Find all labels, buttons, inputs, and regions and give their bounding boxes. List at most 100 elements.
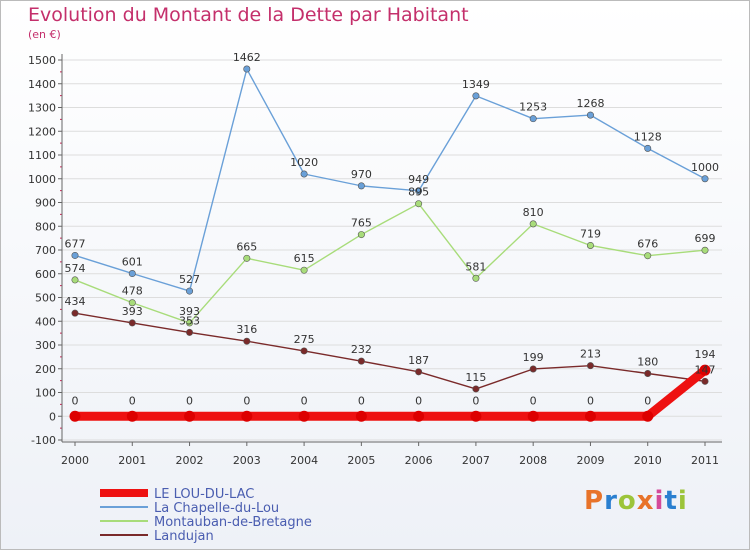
data-label-Landujan-2001: 393: [122, 305, 143, 318]
data-label-LE LOU-DU-LAC-2011: 194: [695, 348, 716, 361]
data-label-LE LOU-DU-LAC-2005: 0: [358, 394, 365, 407]
series-group: [69, 65, 711, 422]
data-label-Montauban-de-Bretagne-2005: 765: [351, 217, 372, 230]
y-tick-label-1200: 1200: [28, 125, 56, 138]
data-label-Landujan-2000: 434: [65, 295, 86, 308]
legend-label-LE LOU-DU-LAC: LE LOU-DU-LAC: [154, 487, 254, 502]
data-label-Landujan-2003: 316: [236, 323, 257, 336]
data-label-LE LOU-DU-LAC-2007: 0: [472, 394, 479, 407]
data-label-Landujan-2007: 115: [465, 371, 486, 384]
data-point-Montauban-de-Bretagne-2011: [701, 246, 709, 254]
x-tick-label-2008: 2008: [519, 454, 547, 467]
data-point-Montauban-de-Bretagne-2002: [186, 319, 194, 327]
data-point-La Chapelle-du-Lou-2008: [529, 115, 537, 123]
data-label-LE LOU-DU-LAC-2009: 0: [587, 394, 594, 407]
data-label-La Chapelle-du-Lou-2003: 1462: [233, 51, 261, 64]
data-label-Montauban-de-Bretagne-2004: 615: [294, 252, 315, 265]
series-line-LE LOU-DU-LAC: [70, 365, 710, 421]
logo-letter: r: [604, 486, 618, 516]
x-tick-label-2006: 2006: [405, 454, 433, 467]
data-label-Montauban-de-Bretagne-2010: 676: [637, 238, 658, 251]
y-tick-label-1400: 1400: [28, 78, 56, 91]
data-point-Montauban-de-Bretagne-2006: [415, 200, 423, 208]
data-point-Landujan-2005: [357, 357, 365, 365]
x-tick-label-2004: 2004: [290, 454, 318, 467]
x-tick-label-2000: 2000: [61, 454, 89, 467]
data-point-La Chapelle-du-Lou-2009: [586, 111, 594, 119]
grid-lines: [62, 59, 722, 441]
data-label-Landujan-2008: 199: [523, 351, 544, 364]
data-point-LE LOU-DU-LAC-2006: [413, 410, 425, 422]
data-point-Landujan-2009: [586, 362, 594, 370]
x-tick-label-2003: 2003: [233, 454, 261, 467]
data-label-La Chapelle-du-Lou-2010: 1128: [634, 130, 662, 143]
data-label-LE LOU-DU-LAC-2003: 0: [243, 394, 250, 407]
logo-letter: o: [617, 486, 637, 516]
data-point-Montauban-de-Bretagne-2010: [644, 252, 652, 260]
data-label-LE LOU-DU-LAC-2010: 0: [644, 394, 651, 407]
data-label-Montauban-de-Bretagne-2002: 393: [179, 305, 200, 318]
logo-letter: P: [584, 486, 605, 516]
data-point-LE LOU-DU-LAC-2000: [69, 410, 81, 422]
data-point-Montauban-de-Bretagne-2007: [472, 274, 480, 282]
data-label-Landujan-2006: 187: [408, 354, 429, 367]
data-label-La Chapelle-du-Lou-2000: 677: [65, 237, 86, 250]
data-label-Montauban-de-Bretagne-2011: 699: [695, 232, 716, 245]
series-line-Montauban-de-Bretagne: [74, 202, 706, 324]
series-line-Landujan: [74, 312, 706, 390]
data-label-La Chapelle-du-Lou-2004: 1020: [290, 156, 318, 169]
data-label-Montauban-de-Bretagne-2009: 719: [580, 227, 601, 240]
y-tick-label-700: 700: [35, 244, 56, 257]
data-point-Landujan-2011: [701, 377, 709, 385]
data-point-La Chapelle-du-Lou-2004: [300, 170, 308, 178]
data-point-Montauban-de-Bretagne-2001: [128, 299, 136, 307]
y-tick-label-600: 600: [35, 268, 56, 281]
y-tick-label-1300: 1300: [28, 102, 56, 115]
y-tick-label-1000: 1000: [28, 173, 56, 186]
data-labels: 0 0 0 0 0 0 0 0 0 0 0 194 677 601 527 1462 1020 970 949 134…: [65, 51, 720, 407]
data-point-LE LOU-DU-LAC-2002: [184, 410, 196, 422]
data-label-Landujan-2009: 213: [580, 348, 601, 361]
data-point-Landujan-2003: [243, 337, 251, 345]
data-point-LE LOU-DU-LAC-2008: [527, 410, 539, 422]
data-point-LE LOU-DU-LAC-2004: [298, 410, 310, 422]
data-point-Landujan-2001: [128, 319, 136, 327]
data-label-Montauban-de-Bretagne-2003: 665: [236, 240, 257, 253]
data-point-La Chapelle-du-Lou-2011: [701, 175, 709, 183]
y-tick-label-200: 200: [35, 363, 56, 376]
data-point-La Chapelle-du-Lou-2007: [472, 92, 480, 100]
data-point-La Chapelle-du-Lou-2005: [357, 182, 365, 190]
data-point-LE LOU-DU-LAC-2005: [355, 410, 367, 422]
legend-label-Landujan: Landujan: [154, 529, 214, 544]
data-label-LE LOU-DU-LAC-2001: 0: [129, 394, 136, 407]
y-tick-label-1100: 1100: [28, 149, 56, 162]
data-label-La Chapelle-du-Lou-2008: 1253: [519, 101, 547, 114]
data-label-Landujan-2005: 232: [351, 343, 372, 356]
data-point-LE LOU-DU-LAC-2003: [241, 410, 253, 422]
chart-subtitle: (en €): [28, 28, 61, 41]
data-label-Montauban-de-Bretagne-2001: 478: [122, 285, 143, 298]
logo-letter: x: [636, 486, 655, 516]
y-tick-label-1500: 1500: [28, 54, 56, 67]
x-tick-label-2005: 2005: [347, 454, 375, 467]
logo-letter: i: [654, 486, 665, 516]
data-point-La Chapelle-du-Lou-2010: [644, 144, 652, 152]
y-tick-label-900: 900: [35, 197, 56, 210]
data-point-Montauban-de-Bretagne-2003: [243, 254, 251, 262]
axes: -100010020030040050060070080090010001100…: [28, 54, 722, 467]
data-label-Montauban-de-Bretagne-2007: 581: [465, 260, 486, 273]
data-point-Montauban-de-Bretagne-2008: [529, 220, 537, 228]
data-label-LE LOU-DU-LAC-2002: 0: [186, 394, 193, 407]
y-tick-label-400: 400: [35, 315, 56, 328]
data-point-Landujan-2008: [529, 365, 537, 373]
data-point-Landujan-2007: [472, 385, 480, 393]
data-label-LE LOU-DU-LAC-2000: 0: [72, 394, 79, 407]
data-point-Landujan-2000: [71, 309, 79, 317]
data-label-La Chapelle-du-Lou-2011: 1000: [691, 161, 719, 174]
data-label-La Chapelle-du-Lou-2001: 601: [122, 256, 143, 269]
data-label-La Chapelle-du-Lou-2002: 527: [179, 273, 200, 286]
data-point-La Chapelle-du-Lou-2003: [243, 65, 251, 73]
data-point-Montauban-de-Bretagne-2009: [586, 241, 594, 249]
data-point-Montauban-de-Bretagne-2000: [71, 276, 79, 284]
